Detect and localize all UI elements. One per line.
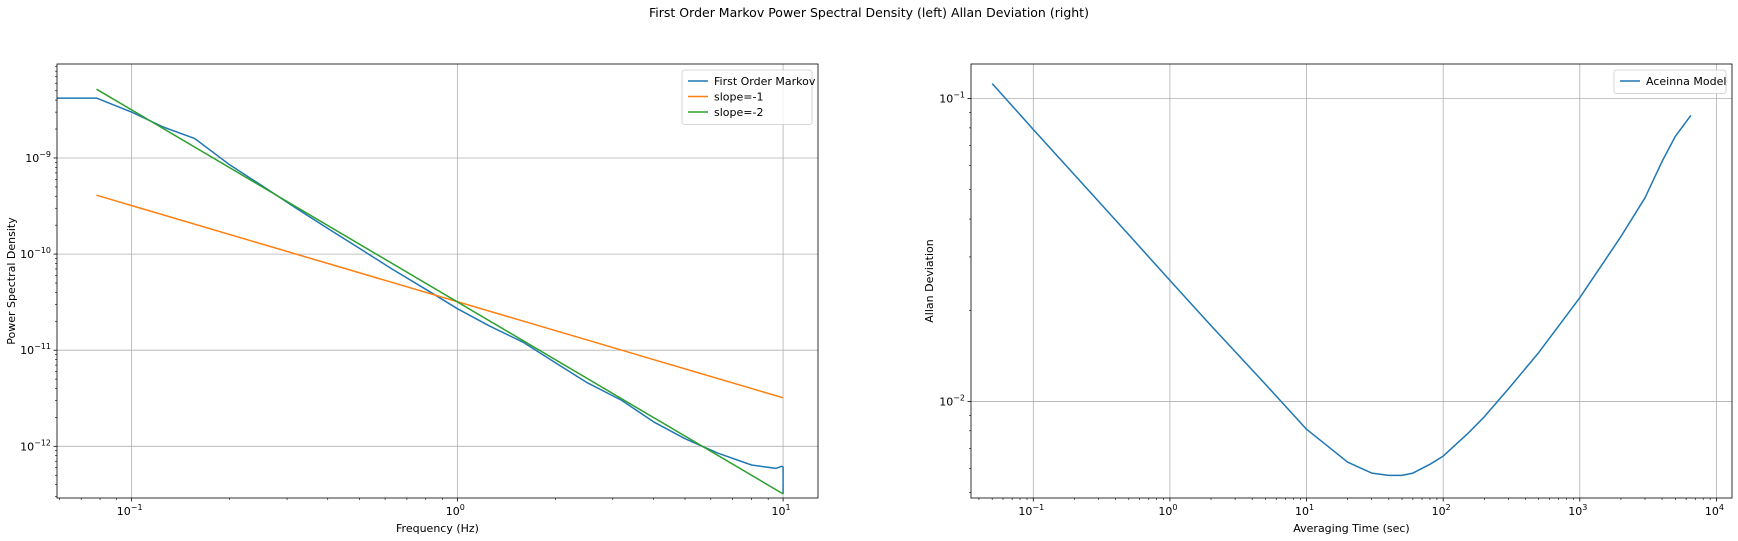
allan-x-tick-label: 10−1	[1018, 503, 1044, 518]
psd-series-line-1	[96, 194, 784, 399]
psd-x-axis-label: Frequency (Hz)	[396, 522, 479, 535]
psd-legend-box	[681, 69, 813, 125]
psd-x-tick-label: 100	[446, 503, 465, 518]
allan-grid	[971, 64, 1732, 498]
psd-series-line-0	[57, 97, 784, 494]
allan-x-tick-label: 103	[1568, 503, 1587, 518]
allan-x-axis-label: Averaging Time (sec)	[1293, 522, 1409, 535]
psd-y-axis-label: Power Spectral Density	[5, 217, 18, 345]
allan-plot-area	[971, 64, 1732, 498]
psd-x-tick-label: 101	[772, 503, 791, 518]
psd-x-tick-label: 10−1	[117, 503, 143, 518]
figure-title: First Order Markov Power Spectral Densit…	[649, 5, 1089, 20]
allan-y-axis-label: Allan Deviation	[923, 239, 936, 322]
psd-y-tick-label: 10−12	[20, 438, 51, 453]
psd-chart: 10−1 100 101 10−12 10−11 10−10 10−9 Frequency …	[5, 63, 819, 535]
allan-x-tick-label: 100	[1158, 503, 1177, 518]
psd-plot-frame	[56, 63, 819, 499]
psd-series-line-2	[96, 88, 784, 495]
psd-series-group	[57, 88, 784, 495]
psd-plot-area	[57, 64, 818, 498]
allan-legend-label-0: Aceinna Model	[1646, 75, 1726, 88]
allan-y-tick-label: 10−2	[939, 393, 965, 408]
allan-series-group	[991, 83, 1692, 477]
allan-y-tick-label: 10−1	[939, 91, 965, 106]
psd-legend: First Order Markov slope=-1 slope=-2	[681, 69, 816, 125]
allan-deviation-chart: 10−1 100 101 102 103 104 10−2 10−1 Averaging Ti…	[923, 63, 1733, 535]
psd-legend-label-2: slope=-2	[714, 106, 763, 119]
allan-plot-frame	[970, 63, 1733, 499]
allan-legend: Aceinna Model	[1613, 69, 1727, 94]
allan-x-tick-label: 104	[1705, 503, 1724, 518]
psd-y-tick-label: 10−9	[25, 150, 51, 165]
allan-series-line-0	[991, 83, 1692, 477]
psd-grid	[57, 64, 818, 498]
allan-x-tick-label: 101	[1295, 503, 1314, 518]
allan-x-tick-label: 102	[1432, 503, 1451, 518]
psd-y-tick-label: 10−11	[20, 342, 51, 357]
psd-legend-label-0: First Order Markov	[714, 75, 816, 88]
allan-legend-box	[1613, 69, 1727, 94]
psd-legend-label-1: slope=-1	[714, 91, 763, 104]
psd-y-tick-label: 10−10	[20, 246, 51, 261]
